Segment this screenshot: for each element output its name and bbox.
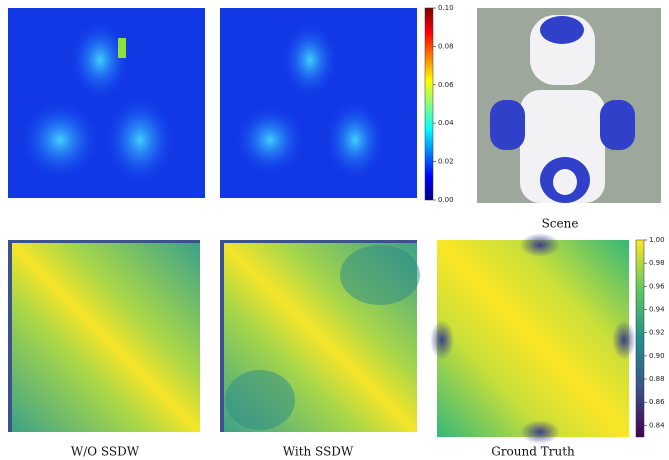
tick-label: 0.02 [438, 158, 454, 166]
colorbar [425, 8, 433, 200]
similarity-matrix [430, 233, 636, 444]
tick-label: 0.86 [649, 398, 665, 406]
caption: Ground Truth [491, 445, 575, 459]
tick-label: 0.88 [649, 375, 665, 383]
tick-label: 0.10 [438, 4, 454, 12]
caption: With SSDW [283, 445, 354, 459]
similarity-matrix [8, 240, 200, 432]
tick-label: 0.08 [438, 42, 454, 50]
figure: Scene W/O SSDW With SSDW Ground Truth 0.… [0, 0, 669, 460]
similarity-matrix [220, 240, 420, 432]
tick-label: 0.96 [649, 282, 665, 290]
tick-label: 0.84 [649, 421, 665, 429]
caption: W/O SSDW [71, 445, 140, 459]
colorbar [636, 240, 644, 437]
caption: Scene [542, 217, 579, 231]
tick-label: 0.98 [649, 259, 665, 267]
tick-label: 0.92 [649, 329, 665, 337]
error-map [8, 8, 205, 198]
error-map [220, 8, 417, 198]
tick-label: 0.90 [649, 352, 665, 360]
tick-label: 0.04 [438, 119, 454, 127]
tick-label: 0.94 [649, 306, 665, 314]
scene-image [477, 8, 661, 203]
tick-label: 1.00 [649, 236, 665, 244]
tick-label: 0.00 [438, 196, 454, 204]
tick-label: 0.06 [438, 81, 454, 89]
